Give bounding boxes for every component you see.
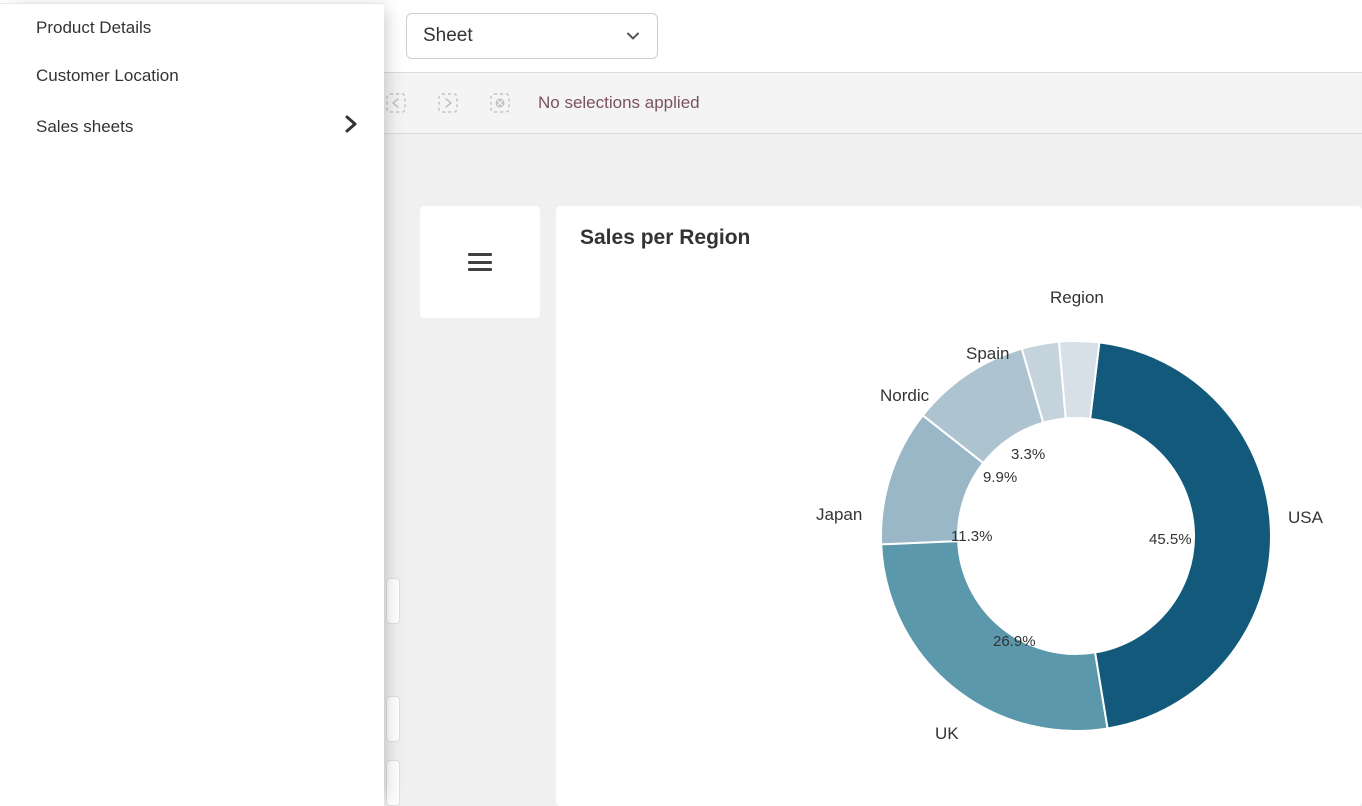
sidebar-item-label: Sales sheets (36, 117, 133, 137)
slice-percent-japan: 11.3% (951, 528, 992, 545)
slice-percent-uk: 26.9% (993, 633, 1036, 650)
chevron-down-icon (625, 28, 641, 44)
sheet-dropdown[interactable]: Sheet (406, 13, 658, 59)
chevron-right-icon (344, 114, 358, 140)
slice-percent-usa: 45.5% (1149, 531, 1192, 548)
clear-selections-icon[interactable] (488, 91, 512, 115)
donut-chart[interactable]: Spain 3.3% Nordic 9.9% Japan 11.3% UK 26.9% USA 4… (556, 206, 1362, 806)
hidden-panel-stub (386, 578, 400, 624)
slice-percent-nordic: 9.9% (983, 469, 1017, 486)
sheet-dropdown-label: Sheet (423, 25, 473, 47)
sidebar-item-sales-sheets[interactable]: Sales sheets (0, 100, 384, 154)
slice-label-usa: USA (1288, 508, 1323, 528)
hidden-panel-stub (386, 760, 400, 806)
sidebar-panel: Product Details Customer Location Sales … (0, 3, 384, 806)
selection-back-icon[interactable] (384, 91, 408, 115)
slice-label-spain: Spain (966, 344, 1009, 364)
sidebar-item-product-details[interactable]: Product Details (0, 4, 384, 52)
menu-button-card[interactable] (420, 206, 540, 318)
sheet-canvas: Sales per Region Region Spain3.3%Nordic9… (384, 134, 1362, 806)
selections-status-text: No selections applied (538, 93, 700, 113)
hidden-panel-stub (386, 696, 400, 742)
selection-forward-icon[interactable] (436, 91, 460, 115)
sidebar-item-customer-location[interactable]: Customer Location (0, 52, 384, 100)
slice-label-nordic: Nordic (880, 386, 929, 406)
slice-percent-spain: 3.3% (1011, 446, 1045, 463)
selections-bar: No selections applied (384, 72, 1362, 134)
hamburger-icon (468, 253, 492, 271)
sales-per-region-card: Sales per Region Region Spain3.3%Nordic9… (556, 206, 1362, 806)
sidebar-item-label: Customer Location (36, 66, 179, 86)
sidebar-item-label: Product Details (36, 18, 151, 38)
slice-label-japan: Japan (816, 505, 862, 525)
slice-label-uk: UK (935, 724, 959, 744)
